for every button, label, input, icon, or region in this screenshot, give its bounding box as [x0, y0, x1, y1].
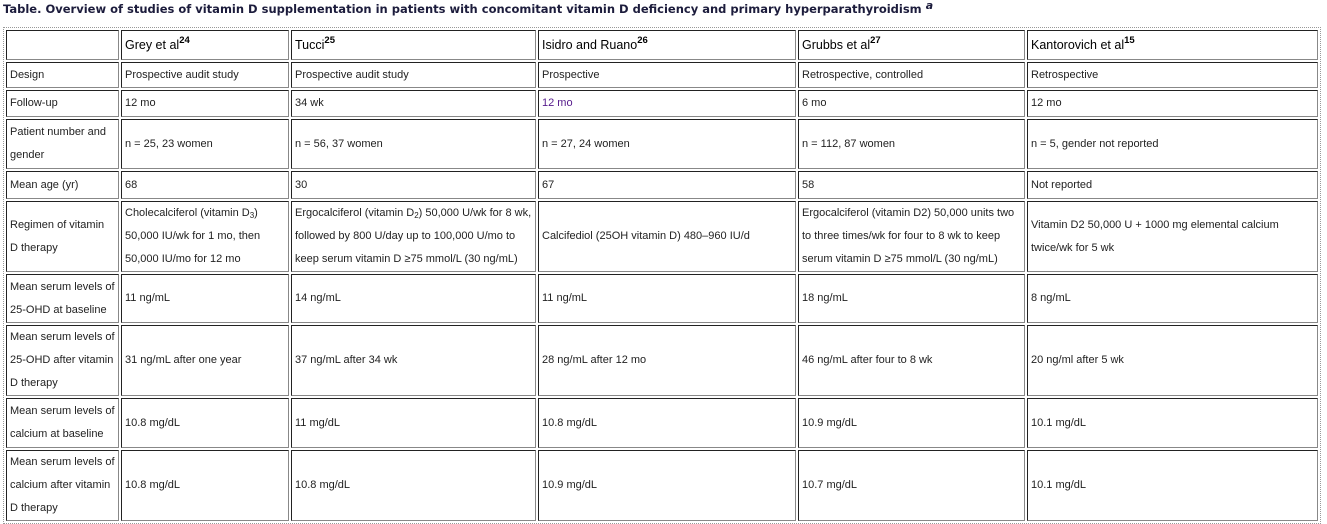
table-cell: 10.8 mg/dL [291, 450, 536, 521]
row-label: Mean serum levels of 25-OHD after vitami… [6, 325, 119, 396]
reference-number: 25 [324, 35, 335, 46]
table-row: Follow-up 12 mo 34 wk 12 mo 6 mo 12 mo [6, 90, 1318, 117]
table-cell: n = 56, 37 women [291, 119, 536, 169]
table-cell: Cholecalciferol (vitamin D3) 50,000 IU/w… [121, 201, 289, 272]
column-header: Grubbs et al27 [798, 30, 1025, 60]
table-cell: 10.9 mg/dL [538, 450, 796, 521]
table-row: Design Prospective audit study Prospective… [6, 62, 1318, 88]
table-cell: 67 [538, 171, 796, 199]
study-name: Grubbs et al [802, 38, 871, 52]
study-name: Isidro and Ruano [542, 38, 638, 52]
corner-cell [6, 30, 119, 60]
table-cell: Prospective audit study [121, 62, 289, 88]
table-cell: Retrospective, controlled [798, 62, 1025, 88]
table-cell: 10.1 mg/dL [1027, 450, 1318, 521]
table-cell: Calcifediol (25OH vitamin D) 480–960 IU/… [538, 201, 796, 272]
table-cell: 12 mo [121, 90, 289, 117]
table-cell: 68 [121, 171, 289, 199]
study-name: Kantorovich et al [1031, 38, 1125, 52]
table-row: Mean serum levels of calcium at baseline… [6, 398, 1318, 448]
table-cell: 58 [798, 171, 1025, 199]
reference-number: 24 [179, 35, 190, 46]
reference-number: 27 [870, 35, 881, 46]
row-label: Mean age (yr) [6, 171, 119, 199]
table-row: Mean age (yr) 68 30 67 58 Not reported [6, 171, 1318, 199]
table-cell: 30 [291, 171, 536, 199]
header-row: Grey et al24 Tucci25 Isidro and Ruano26 Gru… [6, 30, 1318, 60]
table-cell: 12 mo [1027, 90, 1318, 117]
table-cell: 6 mo [798, 90, 1025, 117]
table-cell: 10.9 mg/dL [798, 398, 1025, 448]
column-header: Isidro and Ruano26 [538, 30, 796, 60]
table-cell: Prospective audit study [291, 62, 536, 88]
table-row: Mean serum levels of 25-OHD at baseline 1… [6, 274, 1318, 323]
table-row: Mean serum levels of 25-OHD after vitami… [6, 325, 1318, 396]
table-cell: 12 mo [538, 90, 796, 117]
table-cell: Retrospective [1027, 62, 1318, 88]
table-cell: 10.8 mg/dL [538, 398, 796, 448]
study-name: Grey et al [125, 38, 180, 52]
title-footnote: a [925, 0, 934, 12]
row-label: Mean serum levels of calcium after vitam… [6, 450, 119, 521]
table-cell: 46 ng/mL after four to 8 wk [798, 325, 1025, 396]
table-cell: 34 wk [291, 90, 536, 117]
table-cell: Prospective [538, 62, 796, 88]
study-name: Tucci [295, 38, 325, 52]
column-header: Kantorovich et al15 [1027, 30, 1318, 60]
reference-number: 26 [637, 35, 648, 46]
table-title: Table. Overview of studies of vitamin D … [3, 0, 934, 16]
table-cell: 14 ng/mL [291, 274, 536, 323]
table-row: Mean serum levels of calcium after vitam… [6, 450, 1318, 521]
row-label: Patient number and gender [6, 119, 119, 169]
row-label: Follow-up [6, 90, 119, 117]
table-cell: Not reported [1027, 171, 1318, 199]
row-label: Mean serum levels of calcium at baseline [6, 398, 119, 448]
row-label: Design [6, 62, 119, 88]
table-cell: 10.1 mg/dL [1027, 398, 1318, 448]
reference-number: 15 [1124, 35, 1135, 46]
table-cell: 37 ng/mL after 34 wk [291, 325, 536, 396]
table-cell: 8 ng/mL [1027, 274, 1318, 323]
table-row: Patient number and gender n = 25, 23 wome… [6, 119, 1318, 169]
row-label: Mean serum levels of 25-OHD at baseline [6, 274, 119, 323]
table-cell: 18 ng/mL [798, 274, 1025, 323]
studies-table: Grey et al24 Tucci25 Isidro and Ruano26 Gru… [3, 27, 1321, 524]
table-cell: 10.8 mg/dL [121, 398, 289, 448]
table-cell: 20 ng/ml after 5 wk [1027, 325, 1318, 396]
column-header: Grey et al24 [121, 30, 289, 60]
column-header: Tucci25 [291, 30, 536, 60]
table-cell: Ergocalciferol (vitamin D2) 50,000 U/wk … [291, 201, 536, 272]
table-cell: n = 112, 87 women [798, 119, 1025, 169]
table-cell: 28 ng/mL after 12 mo [538, 325, 796, 396]
table-cell: n = 27, 24 women [538, 119, 796, 169]
table-cell: 11 ng/mL [121, 274, 289, 323]
table-cell: 11 ng/mL [538, 274, 796, 323]
table-cell: 10.8 mg/dL [121, 450, 289, 521]
table-cell: 10.7 mg/dL [798, 450, 1025, 521]
table-row: Regimen of vitamin D therapy Cholecalcife… [6, 201, 1318, 272]
table-cell: n = 5, gender not reported [1027, 119, 1318, 169]
table-cell: 31 ng/mL after one year [121, 325, 289, 396]
table-cell: Ergocalciferol (vitamin D2) 50,000 units… [798, 201, 1025, 272]
table-cell: Vitamin D2 50,000 U + 1000 mg elemental … [1027, 201, 1318, 272]
table-cell: 11 mg/dL [291, 398, 536, 448]
row-label: Regimen of vitamin D therapy [6, 201, 119, 272]
table-cell: n = 25, 23 women [121, 119, 289, 169]
